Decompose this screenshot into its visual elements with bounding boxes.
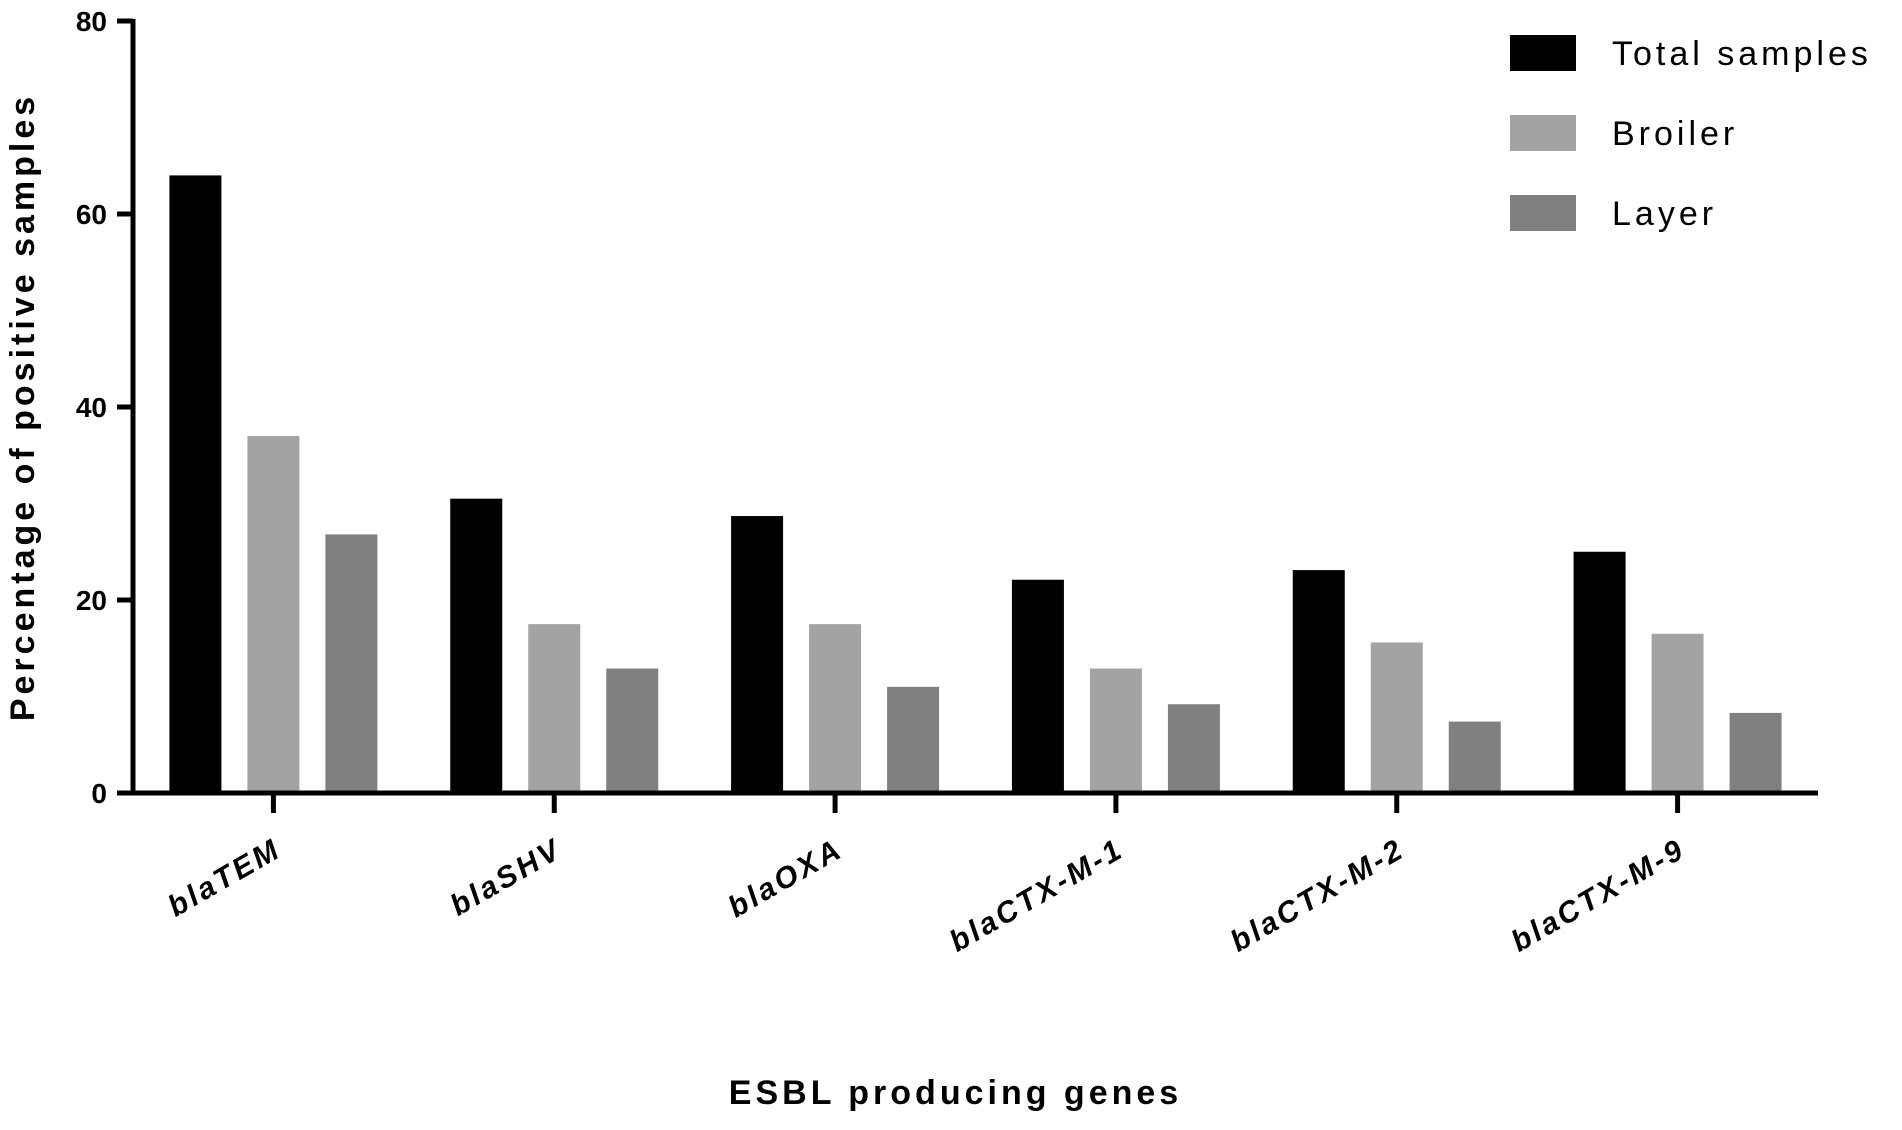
x-tick-label: blaCTX-M-2 [1225, 832, 1410, 958]
x-tick-label-gene: CTX-M-9 [1551, 832, 1691, 932]
bar [809, 624, 862, 793]
legend-label: Broiler [1612, 115, 1738, 153]
y-axis-title: Percentage of positive samples [4, 93, 42, 721]
x-tick-label: blaSHV [445, 832, 568, 922]
bars-layer [169, 175, 1782, 793]
bar [1089, 668, 1142, 793]
x-tick-label: blaCTX-M-1 [944, 832, 1129, 958]
bar [528, 624, 581, 793]
legend-swatch [1510, 195, 1576, 231]
bar [169, 175, 222, 793]
bar [606, 668, 659, 793]
bar [1167, 704, 1220, 793]
bar [1573, 551, 1626, 793]
bar [1448, 721, 1501, 793]
x-tick-label-gene: TEM [208, 832, 287, 897]
bar [731, 516, 784, 793]
x-ticks: blaTEM blaSHV blaOXA blaCTX-M-1 blaCTX-M-2 bl… [162, 793, 1691, 959]
y-tick-label: 20 [76, 585, 107, 616]
bar [1011, 579, 1064, 793]
legend-swatch [1510, 35, 1576, 71]
x-tick-label-gene: CTX-M-2 [1270, 832, 1410, 932]
bar [1370, 642, 1423, 793]
bar [247, 435, 300, 793]
x-axis-title: ESBL producing genes [729, 1074, 1182, 1112]
x-tick-label: blaCTX-M-9 [1506, 832, 1691, 958]
bar [1651, 633, 1704, 793]
y-tick-label: 60 [76, 199, 107, 230]
x-tick-label-gene: OXA [768, 832, 849, 898]
bar [887, 686, 940, 793]
y-ticks: 0 20 40 60 80 [76, 6, 133, 809]
x-tick-label: blaOXA [723, 832, 849, 924]
x-tick-label: blaTEM [162, 832, 286, 923]
legend-label: Total samples [1612, 35, 1872, 73]
legend: Total samples Broiler Layer [1510, 35, 1872, 233]
legend-swatch [1510, 115, 1576, 151]
x-tick-label-gene: SHV [490, 832, 568, 896]
bar [450, 498, 503, 793]
y-tick-label: 80 [76, 6, 107, 37]
y-tick-label: 40 [76, 392, 107, 423]
y-tick-label: 0 [91, 778, 107, 809]
bar [1729, 712, 1782, 793]
x-tick-label-gene: CTX-M-1 [989, 832, 1129, 932]
legend-label: Layer [1612, 195, 1717, 233]
bar [325, 534, 378, 793]
bar [1292, 570, 1345, 793]
